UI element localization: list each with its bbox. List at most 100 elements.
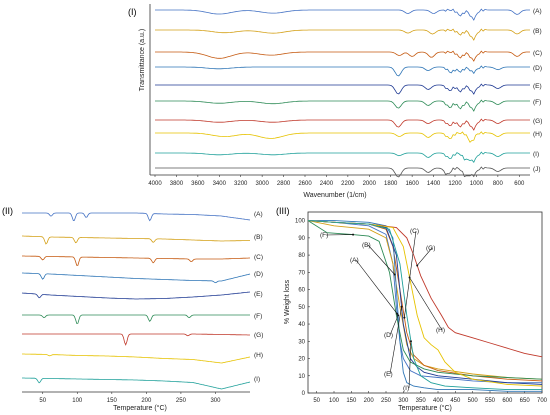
ftir-series-c — [155, 50, 530, 62]
tga-series-i — [307, 220, 542, 391]
tga-annotation-arrow — [416, 247, 433, 266]
ftir-series — [155, 8, 530, 178]
tga-x-tick-label: 400 — [433, 398, 444, 404]
dsc-label-b: (B) — [254, 234, 263, 241]
tga-y-tick-label: 10 — [298, 374, 305, 380]
tga-y-tick-label: 90 — [298, 236, 305, 242]
panel-dsc: (II) Temperature (°C) 50 100 150 200 250 300 … — [2, 206, 263, 412]
tga-annotation-arrow — [408, 341, 412, 389]
dsc-curve-labels: (A) (B) (C) (D) (E) (F) (G) (H) (I) — [254, 211, 263, 383]
ftir-x-tick-label: 1200 — [448, 181, 462, 187]
tga-y-tick-label: 60 — [298, 288, 305, 294]
dsc-series-g — [22, 333, 250, 346]
dsc-series-h — [22, 353, 251, 364]
tga-series-g — [307, 220, 543, 358]
ftir-x-tick-label: 1400 — [427, 181, 441, 187]
tga-x-tick-label: 450 — [450, 398, 461, 404]
ftir-x-tick-label: 4000 — [148, 181, 162, 187]
ftir-label-c: (C) — [533, 50, 542, 57]
ftir-series-h — [155, 131, 530, 143]
dsc-series-f — [22, 314, 250, 324]
ftir-label-g: (G) — [533, 118, 542, 125]
tga-annotation-c: (C) — [410, 228, 419, 235]
dsc-x-tick-label: 100 — [72, 398, 83, 404]
tga-y-tick-label: 80 — [298, 253, 305, 259]
ftir-label-b: (B) — [533, 28, 542, 35]
tga-ticks: 50 100 150 200 250 300 350 400 450 500 550 600 650 70… — [295, 219, 548, 404]
tga-series-h — [307, 220, 543, 387]
ftir-label-i: (I) — [533, 151, 539, 158]
ftir-label-d: (D) — [533, 65, 542, 72]
tga-y-tick-label: 40 — [298, 322, 305, 328]
ftir-series-d — [155, 65, 530, 77]
panel-tga: (III) % Weight loss Temperature (°C) 50 1… — [276, 206, 548, 412]
ftir-label-e: (E) — [533, 83, 542, 90]
tga-annotation-arrowhead — [397, 314, 400, 317]
dsc-x-tick-label: 50 — [39, 398, 46, 404]
ftir-x-tick-label: 1800 — [384, 181, 398, 187]
ftir-x-tick-label: 3000 — [255, 181, 269, 187]
tga-series — [307, 220, 543, 392]
dsc-series-e — [21, 291, 251, 300]
ftir-x-tick-label: 600 — [514, 181, 525, 187]
ftir-x-tick-label: 2200 — [341, 181, 355, 187]
ftir-x-tick-label: 3400 — [213, 181, 227, 187]
ftir-series-b — [155, 28, 530, 41]
ftir-x-tick-label: 1600 — [405, 181, 419, 187]
tga-x-tick-label: 50 — [313, 398, 320, 404]
tga-x-tick-label: 600 — [502, 398, 513, 404]
ftir-x-tick-label: 3200 — [234, 181, 248, 187]
tga-series-c — [307, 220, 543, 382]
dsc-series-c — [22, 255, 250, 266]
ftir-x-tick-label: 2800 — [277, 181, 291, 187]
tga-x-tick-label: 350 — [416, 398, 427, 404]
ftir-label-a: (A) — [533, 8, 542, 15]
dsc-series-b — [22, 235, 250, 245]
tga-annotation-f: (F) — [320, 232, 328, 239]
dsc-label-h: (H) — [254, 352, 263, 359]
tga-annotation-arrow — [389, 306, 402, 375]
tga-y-tick-label: 0 — [302, 391, 306, 397]
tga-annotation-e: (E) — [384, 371, 393, 378]
tga-x-tick-label: 300 — [398, 398, 409, 404]
ftir-x-tick-label: 800 — [493, 181, 504, 187]
tga-annotation-h: (H) — [436, 327, 445, 334]
tga-annotation-arrowhead — [400, 305, 403, 308]
ftir-x-tick-label: 1000 — [470, 181, 484, 187]
dsc-label-i: (I) — [254, 376, 260, 383]
tga-annotation-arrowhead — [396, 312, 399, 315]
tga-series-f — [307, 220, 543, 380]
ftir-label-j: (J) — [533, 166, 541, 173]
dsc-label-c: (C) — [254, 254, 263, 261]
ftir-series-j — [155, 166, 530, 178]
tga-x-tick-label: 500 — [468, 398, 479, 404]
tga-annotation-arrow — [404, 230, 417, 318]
dsc-label-d: (D) — [254, 271, 263, 278]
tga-annotation-arrow — [389, 315, 399, 336]
ftir-x-ticks: 4000 3800 3600 3400 3200 3000 2800 2600 2400 2200… — [148, 175, 525, 187]
dsc-label-g: (G) — [254, 332, 263, 339]
tga-x-tick-label: 150 — [346, 398, 357, 404]
dsc-x-tick-label: 250 — [176, 398, 187, 404]
tga-x-tick-label: 700 — [537, 398, 548, 404]
tga-y-tick-label: 100 — [295, 219, 306, 225]
tga-annotation-arrow — [355, 259, 398, 314]
tga-annotation-g: (G) — [426, 245, 435, 252]
dsc-label-f: (F) — [254, 313, 262, 320]
ftir-curve-labels: (A) (B) (C) (D) (E) (F) (G) (H) (I) (J) — [533, 8, 542, 173]
tga-annotation-i: (I) — [403, 385, 409, 392]
tga-annotation-a: (A) — [350, 257, 359, 264]
tga-x-tick-label: 650 — [520, 398, 531, 404]
tga-plot-frame — [307, 211, 543, 394]
dsc-label-a: (A) — [254, 211, 263, 218]
tga-y-tick-label: 30 — [298, 339, 305, 345]
ftir-series-i — [155, 151, 530, 164]
dsc-x-tick-label: 300 — [210, 398, 221, 404]
ftir-x-tick-label: 2600 — [298, 181, 312, 187]
tga-x-tick-label: 100 — [329, 398, 340, 404]
dsc-x-tick-label: 200 — [141, 398, 152, 404]
tga-annotation-arrowhead — [393, 273, 396, 276]
ftir-x-tick-label: 3800 — [170, 181, 184, 187]
tga-series-a — [307, 220, 542, 384]
